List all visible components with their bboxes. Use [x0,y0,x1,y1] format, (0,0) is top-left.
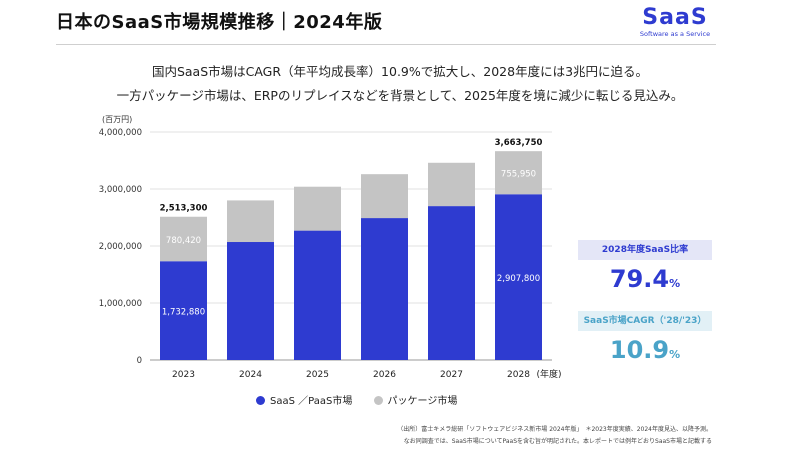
source-note-line-1: （出所）富士キメラ総研「ソフトウェアビジネス新市場 2024年版」 ＊2023年… [397,426,712,433]
title-divider [56,44,716,45]
x-unit-label: (年度) [537,368,562,380]
x-tick-label: 2028 [507,370,530,380]
kpi-cagr-unit: % [669,348,681,361]
x-tick-label: 2026 [373,370,396,380]
x-tick-label: 2023 [172,370,195,380]
legend-item-saas: SaaS ／PaaS市場 [256,392,352,407]
bar-package [160,216,207,262]
x-tick-label: 2027 [440,370,463,380]
bar-saas [361,218,408,360]
bar-package [294,186,341,231]
bar-saas [160,261,207,360]
kpi-saas-ratio-label: 2028年度SaaS比率 [578,240,712,260]
legend-swatch-saas [256,396,265,405]
source-note-line-2: なお同調査では、SaaS市場についてPaaSを含む旨が明記された。本レポートでは… [403,438,712,445]
bar-package [361,174,408,219]
legend-item-package: パッケージ市場 [373,392,458,407]
data-label-saas: 1,732,880 [162,308,205,318]
kpi-cagr-label: SaaS市場CAGR（'28/'23） [578,311,712,331]
lead-text-line-2: 一方パッケージ市場は、ERPのリプレイスなどを背景として、2025年度を境に減少… [116,88,684,103]
bar-saas [294,230,341,360]
saas-logo: SaaS Software as a Service [630,5,720,39]
data-label-total: 2,513,300 [160,204,208,214]
bar-saas [495,194,542,360]
bar-saas [428,206,475,360]
y-tick-label: 3,000,000 [99,185,142,195]
bar-package [495,151,542,195]
kpi-saas-ratio-value: 79.4% [578,265,712,293]
data-label-saas: 2,907,800 [497,274,540,284]
y-tick-label: 4,000,000 [99,128,142,138]
x-tick-label: 2025 [306,370,329,380]
y-tick-label: 0 [137,356,142,366]
legend-label-saas: SaaS ／PaaS市場 [270,396,353,407]
data-label-package: 780,420 [166,236,201,246]
kpi-cagr-value: 10.9% [578,336,712,364]
bar-saas [227,242,274,360]
kpi-cagr-number: 10.9 [609,336,670,364]
lead-text-line-1: 国内SaaS市場はCAGR（年平均成長率）10.9%で拡大し、2028年度には3… [151,64,649,79]
logo-wordmark: SaaS [642,5,708,30]
chart-legend: SaaS ／PaaS市場 パッケージ市場 [256,392,475,407]
page-title: 日本のSaaS市場規模推移｜2024年版 [56,12,383,33]
legend-swatch-package [373,396,383,405]
bar-package [227,200,274,243]
bar-package [428,162,475,207]
y-unit-label: (百万円) [102,115,132,124]
data-label-package: 755,950 [501,170,536,180]
y-tick-label: 1,000,000 [99,299,142,309]
kpi-saas-ratio-number: 79.4 [609,265,670,293]
data-label-total: 3,663,750 [495,138,543,148]
logo-tagline: Software as a Service [639,30,711,38]
legend-label-package: パッケージ市場 [387,396,458,407]
kpi-saas-ratio-unit: % [669,277,681,290]
x-tick-label: 2024 [239,370,262,380]
y-tick-label: 2,000,000 [99,242,142,252]
